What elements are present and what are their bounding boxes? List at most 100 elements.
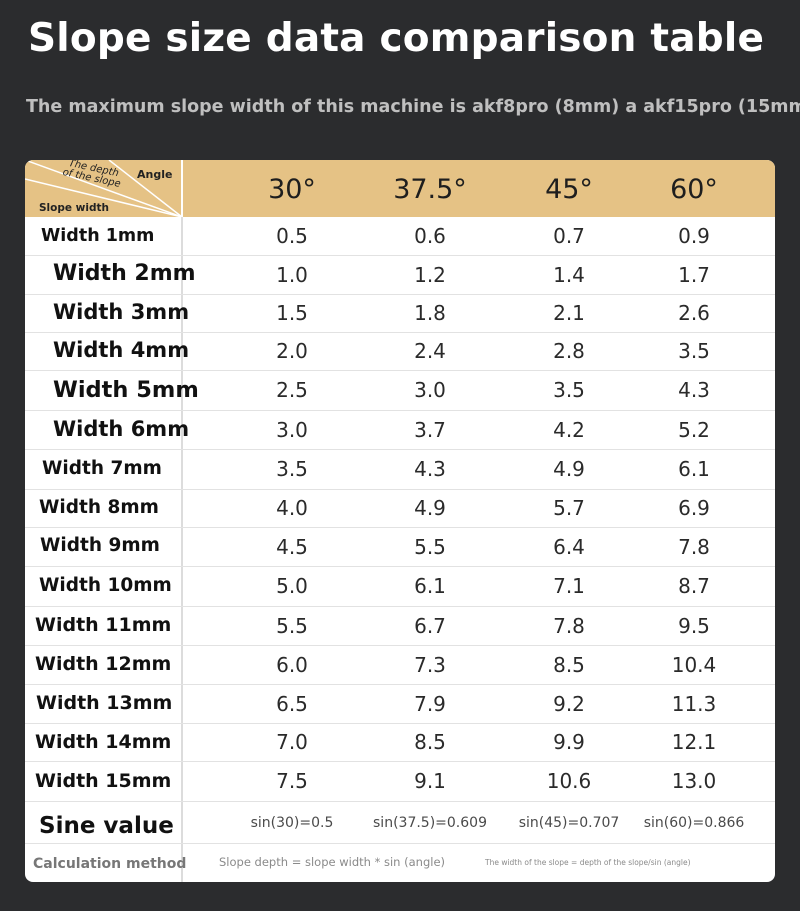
row-value-cell: 2.6 <box>678 301 710 325</box>
row-value-cell: 12.1 <box>671 730 717 754</box>
row-value-cell: 1.5 <box>276 301 308 325</box>
row-value-cell: 6.5 <box>276 692 308 716</box>
row-label: Width 7mm <box>42 458 162 479</box>
table-row: Width 5mm 2.5 3.0 3.5 4.3 <box>25 370 775 411</box>
table-row: Width 9mm 4.5 5.5 6.4 7.8 <box>25 527 775 567</box>
row-value-cell: 7.8 <box>553 614 585 638</box>
table-row: Width 3mm 1.5 1.8 2.1 2.6 <box>25 294 775 333</box>
table-row: Width 12mm 6.0 7.3 8.5 10.4 <box>25 645 775 685</box>
row-value-cell: 7.0 <box>276 730 308 754</box>
row-value-cell: 2.4 <box>414 339 446 363</box>
row-value-cell: 7.1 <box>553 574 585 598</box>
sine-value-cell: sin(37.5)=0.609 <box>373 815 487 831</box>
row-value-cell: 1.4 <box>553 263 585 287</box>
row-value-cell: 9.9 <box>553 730 585 754</box>
row-value-cell: 0.9 <box>678 224 710 248</box>
calculation-label: Calculation method <box>33 856 187 872</box>
row-label: Width 14mm <box>35 731 172 753</box>
table-row: Width 14mm 7.0 8.5 9.9 12.1 <box>25 723 775 762</box>
corner-angle-label: Angle <box>137 168 173 181</box>
row-value-cell: 4.3 <box>678 378 710 402</box>
row-value-cell: 7.5 <box>276 769 308 793</box>
table-row: Width 10mm 5.0 6.1 7.1 8.7 <box>25 566 775 607</box>
row-label: Width 6mm <box>53 417 190 441</box>
corner-diagonal-lines <box>25 160 182 217</box>
row-value-cell: 6.1 <box>678 457 710 481</box>
header-column-divider <box>181 160 183 217</box>
row-value-cell: 4.2 <box>553 418 585 442</box>
row-value-cell: 1.7 <box>678 263 710 287</box>
calculation-row: Calculation method Slope depth = slope wi… <box>25 843 775 882</box>
row-value-cell: 3.5 <box>276 457 308 481</box>
sine-value-cell: sin(60)=0.866 <box>643 815 745 831</box>
row-value-cell: 5.2 <box>678 418 710 442</box>
page-subtitle: The maximum slope width of this machine … <box>26 97 800 117</box>
row-label: Width 10mm <box>39 575 172 596</box>
row-value-cell: 0.6 <box>414 224 446 248</box>
table-header: Angle The depth of the slope Slope width… <box>25 160 775 217</box>
row-value-cell: 9.5 <box>678 614 710 638</box>
row-value-cell: 5.7 <box>553 496 585 520</box>
corner-slope-width-label: Slope width <box>39 202 109 214</box>
row-label: Width 13mm <box>36 692 173 714</box>
depth-formula: Slope depth = slope width * sin (angle) <box>219 855 446 869</box>
sine-value-cell: sin(45)=0.707 <box>518 815 620 831</box>
row-value-cell: 3.0 <box>276 418 308 442</box>
row-value-cell: 4.9 <box>553 457 585 481</box>
table-row: Width 8mm 4.0 4.9 5.7 6.9 <box>25 489 775 528</box>
row-value-cell: 4.0 <box>276 496 308 520</box>
row-value-cell: 5.0 <box>276 574 308 598</box>
row-label: Width 11mm <box>35 614 172 636</box>
table-row: Width 15mm 7.5 9.1 10.6 13.0 <box>25 761 775 802</box>
row-label: Width 8mm <box>39 497 159 518</box>
column-divider <box>181 160 183 882</box>
row-label: Width 4mm <box>53 338 190 362</box>
row-value-cell: 7.3 <box>414 653 446 677</box>
row-value-cell: 6.1 <box>414 574 446 598</box>
row-value-cell: 5.5 <box>414 535 446 559</box>
row-label: Width 12mm <box>35 653 172 675</box>
row-value-cell: 2.0 <box>276 339 308 363</box>
row-label: Width 3mm <box>53 300 190 324</box>
row-label: Width 9mm <box>40 535 160 556</box>
table-row: Width 6mm 3.0 3.7 4.2 5.2 <box>25 410 775 450</box>
slope-table: Angle The depth of the slope Slope width… <box>25 160 775 882</box>
row-value-cell: 2.8 <box>553 339 585 363</box>
row-value-cell: 3.5 <box>553 378 585 402</box>
row-value-cell: 7.8 <box>678 535 710 559</box>
row-value-cell: 4.5 <box>276 535 308 559</box>
row-value-cell: 3.5 <box>678 339 710 363</box>
row-value-cell: 10.6 <box>546 769 592 793</box>
row-value-cell: 8.5 <box>553 653 585 677</box>
table-row: Width 11mm 5.5 6.7 7.8 9.5 <box>25 606 775 646</box>
table-row: Width 13mm 6.5 7.9 9.2 11.3 <box>25 684 775 724</box>
row-label: Width 2mm <box>53 261 196 286</box>
row-value-cell: 10.4 <box>671 653 717 677</box>
page-title: Slope size data comparison table <box>28 16 765 61</box>
row-value-cell: 11.3 <box>671 692 717 716</box>
row-value-cell: 0.5 <box>276 224 308 248</box>
row-value-cell: 1.8 <box>414 301 446 325</box>
row-value-cell: 2.5 <box>276 378 308 402</box>
row-value-cell: 4.3 <box>414 457 446 481</box>
row-value-cell: 9.1 <box>414 769 446 793</box>
sine-value-cell: sin(30)=0.5 <box>250 815 334 831</box>
row-value-cell: 8.7 <box>678 574 710 598</box>
table-row: Width 2mm 1.0 1.2 1.4 1.7 <box>25 255 775 295</box>
row-value-cell: 3.7 <box>414 418 446 442</box>
header-angle-60: 60° <box>670 174 718 205</box>
row-value-cell: 8.5 <box>414 730 446 754</box>
row-value-cell: 6.4 <box>553 535 585 559</box>
header-corner: Angle The depth of the slope Slope width <box>25 160 182 217</box>
table-row: Width 7mm 3.5 4.3 4.9 6.1 <box>25 449 775 490</box>
row-value-cell: 0.7 <box>553 224 585 248</box>
row-value-cell: 6.0 <box>276 653 308 677</box>
row-value-cell: 13.0 <box>671 769 717 793</box>
row-value-cell: 2.1 <box>553 301 585 325</box>
row-label: Width 15mm <box>35 770 172 792</box>
width-formula: The width of the slope = depth of the sl… <box>485 858 691 867</box>
row-label: Width 5mm <box>53 377 199 403</box>
row-value-cell: 4.9 <box>414 496 446 520</box>
row-value-cell: 6.7 <box>414 614 446 638</box>
row-value-cell: 6.9 <box>678 496 710 520</box>
